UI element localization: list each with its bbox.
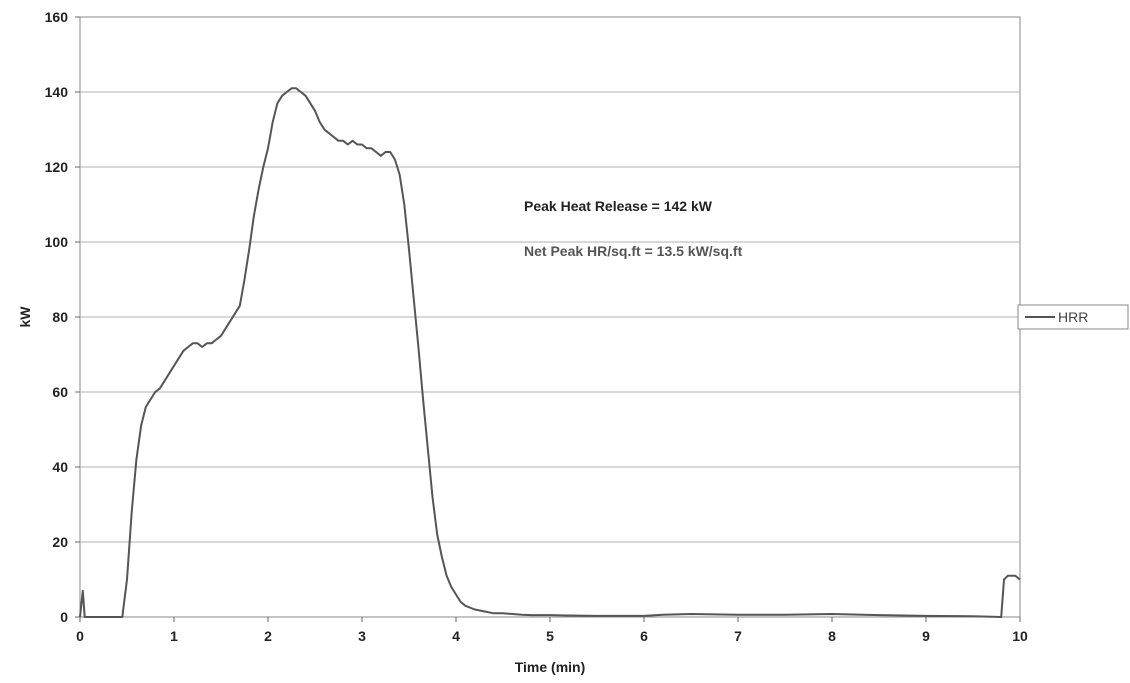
series-line-hrr — [79, 87, 1021, 618]
x-tick-label: 7 — [734, 628, 742, 644]
x-axis-label: Time (min) — [515, 659, 586, 675]
y-tick-label: 160 — [45, 9, 69, 25]
series-group — [79, 87, 1021, 618]
y-axis-label: kW — [17, 306, 33, 328]
y-tick-label: 80 — [52, 309, 68, 325]
y-tick-label: 40 — [52, 459, 68, 475]
legend-label-hrr: HRR — [1058, 309, 1088, 325]
y-tick-label: 20 — [52, 534, 68, 550]
grid-lines — [80, 91, 1020, 543]
x-tick-label: 1 — [170, 628, 178, 644]
y-tick-label: 100 — [45, 234, 69, 250]
y-tick-label: 0 — [60, 609, 68, 625]
legend: HRR — [1017, 304, 1129, 330]
x-tick-label: 6 — [640, 628, 648, 644]
x-tick-label: 4 — [452, 628, 460, 644]
x-axis-ticks: 0 1 2 3 4 5 6 7 8 9 10 — [76, 617, 1028, 644]
x-tick-label: 5 — [546, 628, 554, 644]
x-tick-label: 8 — [828, 628, 836, 644]
y-tick-label: 60 — [52, 384, 68, 400]
y-tick-label: 140 — [45, 84, 69, 100]
x-tick-label: 10 — [1012, 628, 1028, 644]
y-tick-label: 120 — [45, 159, 69, 175]
annotation-peak-heat-release: Peak Heat Release = 142 kW — [524, 198, 713, 214]
x-tick-label: 3 — [358, 628, 366, 644]
y-axis-ticks: 0 20 40 60 80 100 120 140 160 — [45, 9, 80, 625]
annotation-net-peak-hr: Net Peak HR/sq.ft = 13.5 kW/sq.ft — [524, 243, 743, 259]
x-tick-label: 9 — [922, 628, 930, 644]
x-tick-label: 0 — [76, 628, 84, 644]
x-tick-label: 2 — [264, 628, 272, 644]
